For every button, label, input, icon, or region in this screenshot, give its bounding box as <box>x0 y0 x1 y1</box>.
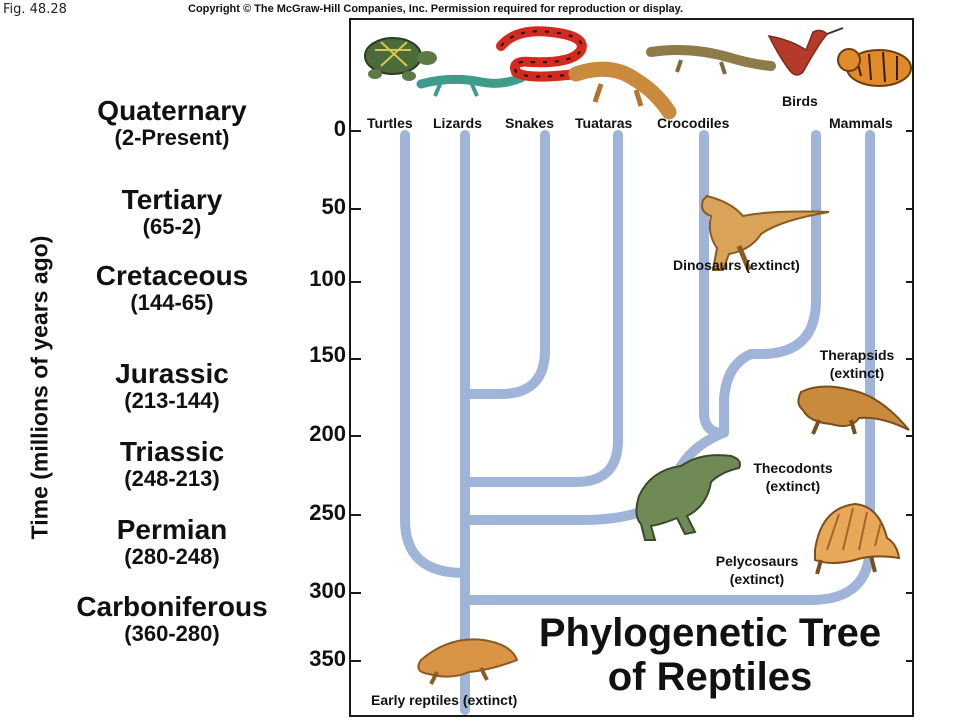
label-crocodiles: Crocodiles <box>657 115 730 131</box>
copyright-notice: Copyright © The McGraw-Hill Companies, I… <box>188 3 684 15</box>
label-dinosaurs: Dinosaurs (extinct) <box>673 257 800 273</box>
branch-snakes <box>460 130 550 399</box>
label-pelycosaurs-extinct: (extinct) <box>729 571 785 587</box>
figure-label: Fig. 48.28 <box>3 2 67 17</box>
bird-illustration <box>767 27 844 76</box>
label-pelycosaurs: Pelycosaurs <box>715 553 799 569</box>
phylogenetic-tree-panel: Turtles Lizards Snakes Tuataras Crocodil… <box>349 18 914 717</box>
branch-turtles <box>400 130 469 578</box>
tick-label-50: 50 <box>321 194 346 219</box>
period-quaternary: Quaternary (2-Present) <box>52 96 292 150</box>
period-tertiary: Tertiary (65-2) <box>52 185 292 239</box>
axis-ticks <box>351 130 912 662</box>
period-range: (2-Present) <box>114 125 230 150</box>
lizard-illustration <box>416 73 526 97</box>
period-name: Permian <box>116 514 228 545</box>
branch-dinosaurs <box>719 349 756 438</box>
thecodont-illustration <box>635 454 741 541</box>
tree-graphic <box>351 26 912 715</box>
period-jurassic: Jurassic (213-144) <box>52 359 292 413</box>
period-name: Jurassic <box>115 358 229 389</box>
period-name: Tertiary <box>121 184 223 215</box>
tree-branches <box>400 130 875 715</box>
dinosaur-illustration <box>701 194 830 271</box>
label-early-reptiles: Early reptiles (extinct) <box>371 692 518 708</box>
period-range: (65-2) <box>142 214 202 239</box>
period-carboniferous: Carboniferous (360-280) <box>52 592 292 646</box>
label-snakes: Snakes <box>505 115 555 131</box>
label-thecodonts-extinct: (extinct) <box>765 478 821 494</box>
branch-tuataras <box>460 130 623 487</box>
period-permian: Permian (280-248) <box>52 515 292 569</box>
period-name: Quaternary <box>97 95 247 126</box>
period-range: (144-65) <box>130 290 214 315</box>
tick-label-0: 0 <box>333 116 346 141</box>
branch-crocodiles <box>699 130 728 438</box>
time-axis-title: Time (millions of years ago) <box>26 235 53 540</box>
tick-label-200: 200 <box>309 421 346 446</box>
turtle-illustration <box>364 37 437 81</box>
tuatara-illustration <box>568 61 677 120</box>
branch-birds <box>746 130 821 359</box>
label-birds: Birds <box>782 93 818 109</box>
period-range: (213-144) <box>124 388 220 413</box>
period-range: (360-280) <box>124 621 220 646</box>
tick-label-150: 150 <box>309 342 346 367</box>
tick-label-350: 350 <box>309 646 346 671</box>
diagram-title: Phylogenetic Tree of Reptiles <box>511 611 909 699</box>
label-therapsids: Therapsids <box>819 347 895 363</box>
tick-label-100: 100 <box>309 266 346 291</box>
pelycosaur-illustration <box>814 502 901 575</box>
label-thecodonts: Thecodonts <box>753 460 833 476</box>
period-name: Cretaceous <box>95 260 249 291</box>
period-name: Carboniferous <box>76 591 268 622</box>
label-turtles: Turtles <box>367 115 413 131</box>
period-cretaceous: Cretaceous (144-65) <box>52 261 292 315</box>
period-range: (280-248) <box>124 544 220 569</box>
period-range: (248-213) <box>124 466 220 491</box>
therapsid-illustration <box>797 385 910 435</box>
label-therapsids-extinct: (extinct) <box>829 365 885 381</box>
crocodile-illustration <box>646 45 776 75</box>
label-mammals: Mammals <box>829 115 893 131</box>
period-triassic: Triassic (248-213) <box>52 437 292 491</box>
tick-label-300: 300 <box>309 578 346 603</box>
label-lizards: Lizards <box>433 115 483 131</box>
tick-label-250: 250 <box>309 500 346 525</box>
label-tuataras: Tuataras <box>575 115 633 131</box>
diagram-title-line-2: of Reptiles <box>607 655 813 699</box>
early-reptile-illustration <box>417 638 519 685</box>
period-name: Triassic <box>119 436 225 467</box>
tiger-illustration <box>837 48 912 87</box>
diagram-title-line-1: Phylogenetic Tree <box>538 611 882 655</box>
snake-illustration <box>496 26 587 82</box>
